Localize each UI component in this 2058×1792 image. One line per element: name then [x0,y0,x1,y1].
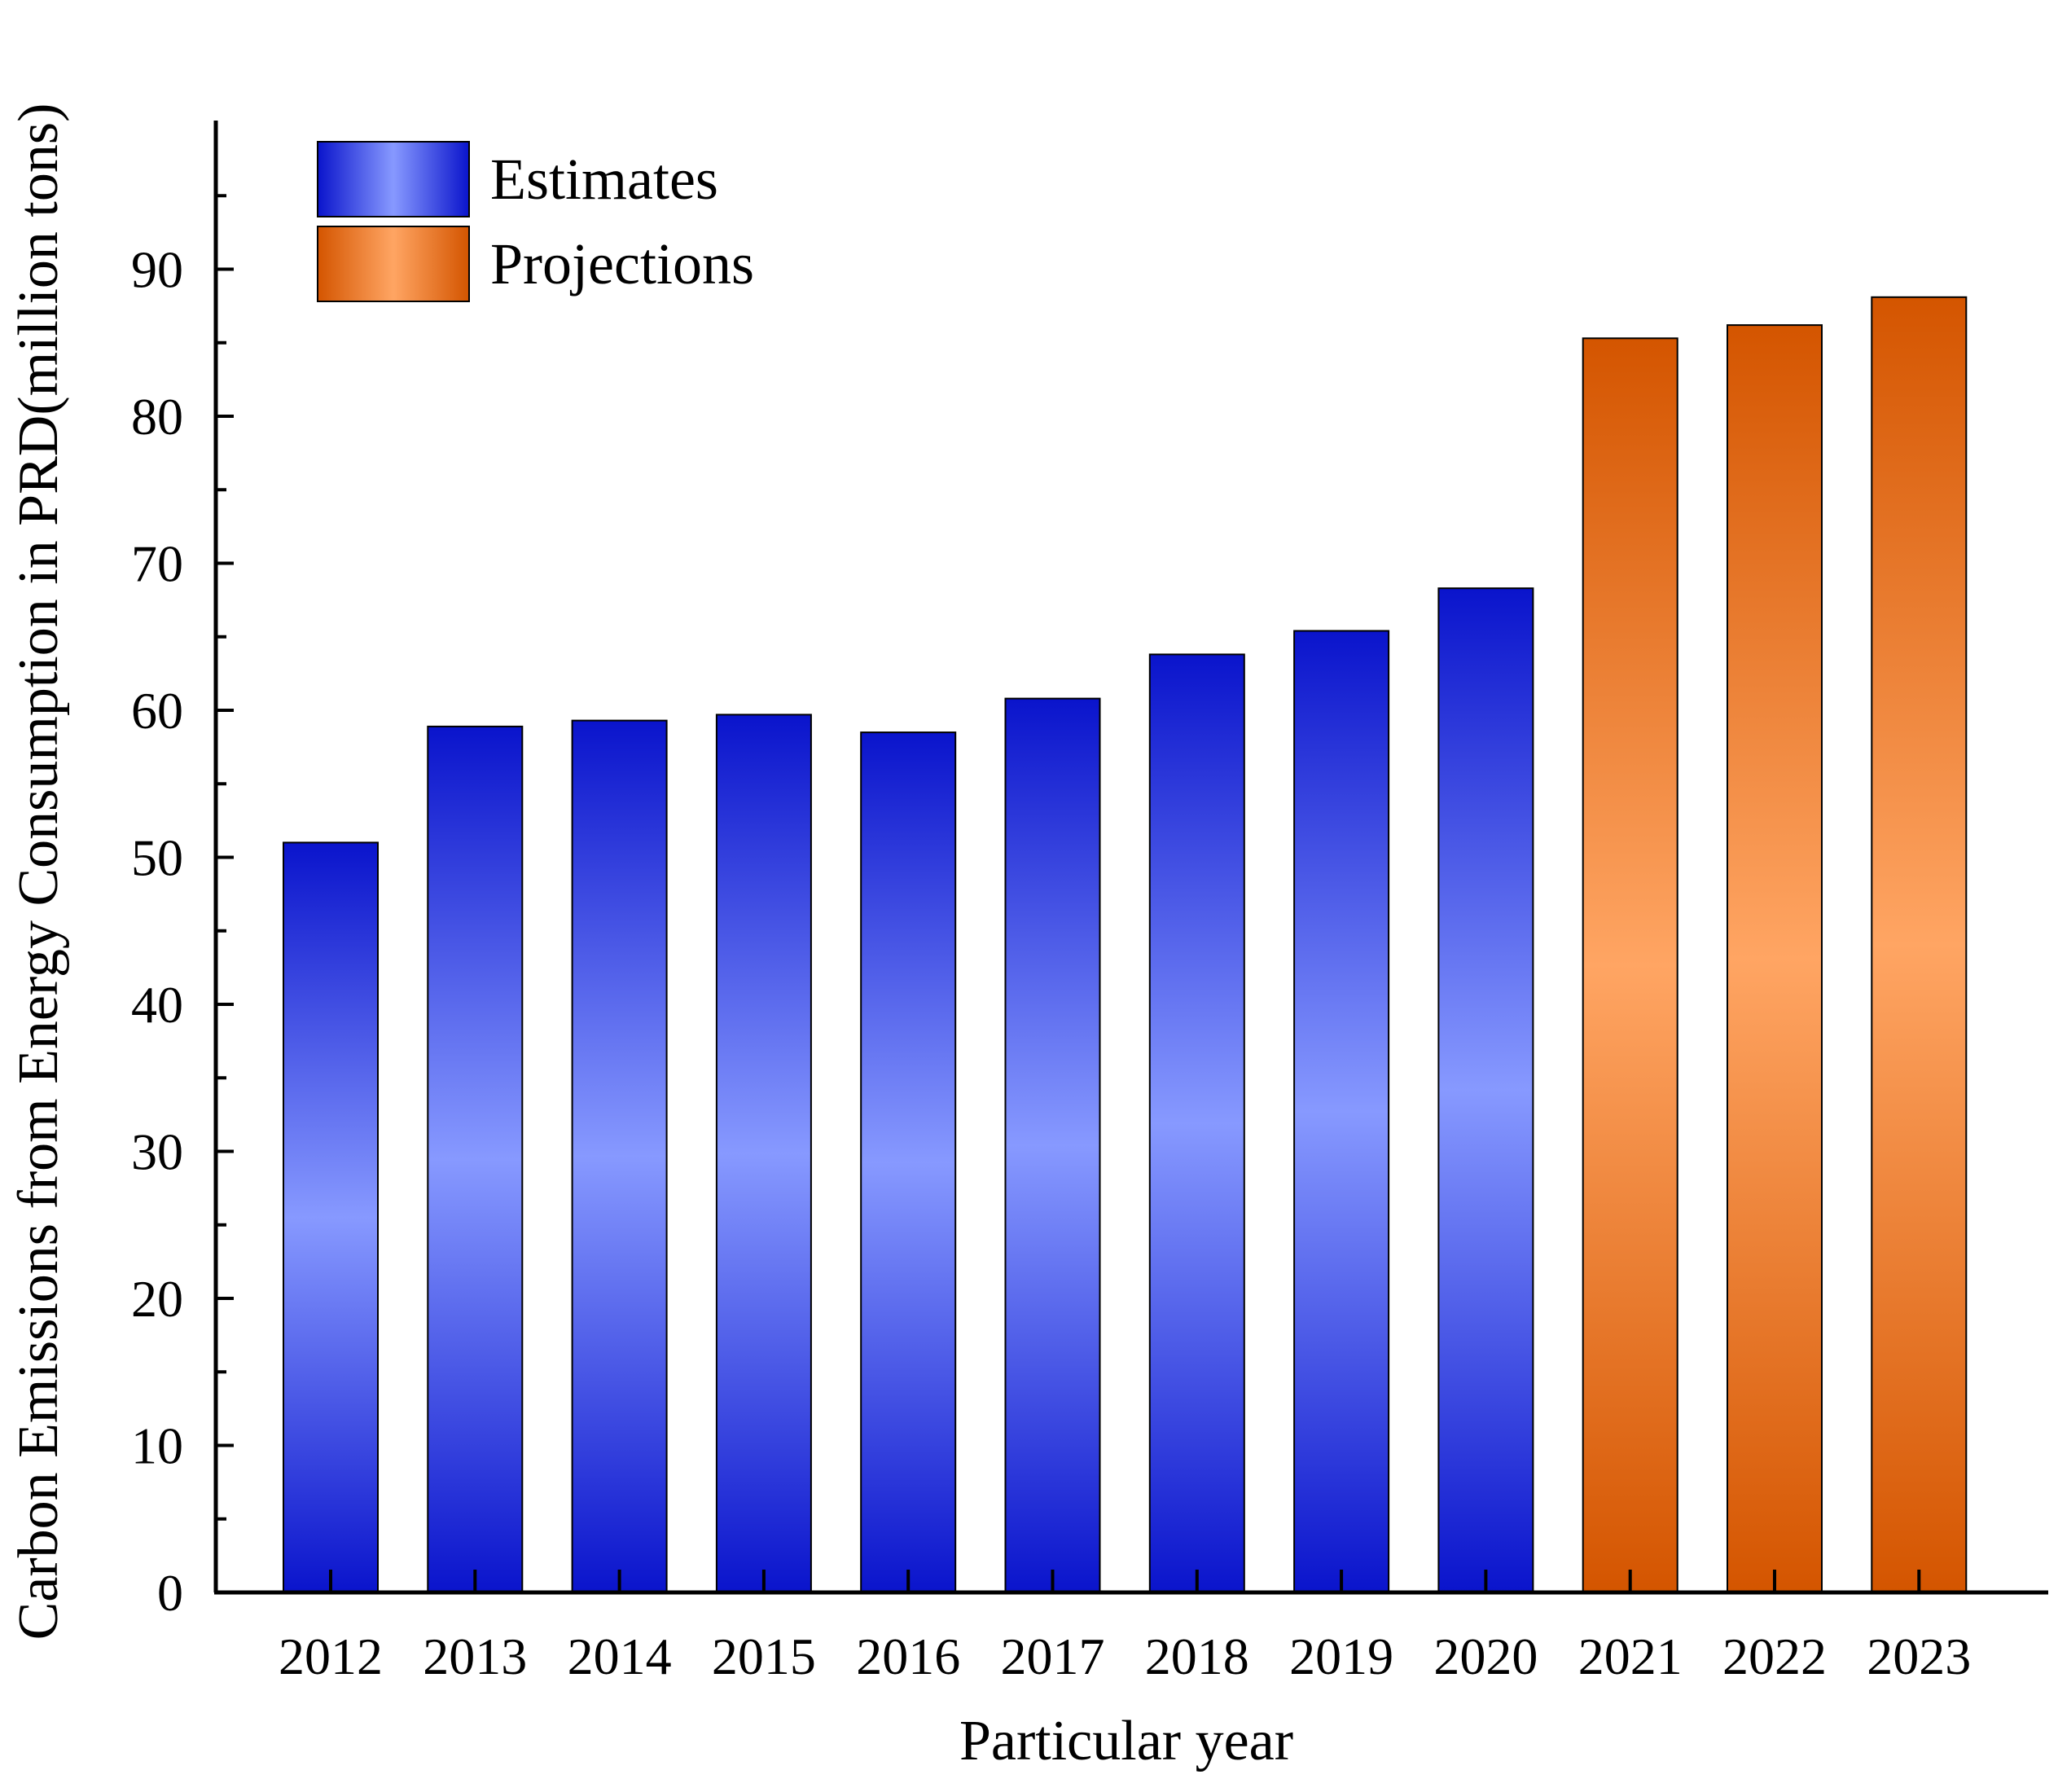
legend-label-projections: Projections [490,231,754,296]
bar-estimates-2012 [283,841,379,1593]
y-tick-label: 50 [131,829,183,887]
y-tick-label: 0 [157,1564,183,1622]
y-tick-label: 60 [131,682,183,740]
y-tick-label: 10 [131,1417,183,1475]
x-tick-label: 2023 [1867,1627,1971,1685]
bar-projections-2022 [1727,324,1823,1594]
x-tick-label: 2016 [856,1627,960,1685]
legend-swatch-estimates [317,141,470,217]
bars-layer [283,296,1968,1594]
y-tick-label: 80 [131,388,183,446]
bar-estimates-2019 [1293,630,1390,1593]
bar-estimates-2014 [571,719,668,1593]
x-tick-label: 2019 [1289,1627,1393,1685]
bar-projections-2023 [1871,296,1968,1593]
bar-estimates-2020 [1437,587,1534,1594]
legend-label-estimates: Estimates [490,147,718,212]
bar-estimates-2015 [715,714,812,1593]
x-tick-label: 2014 [568,1627,672,1685]
x-tick-label: 2021 [1578,1627,1683,1685]
legend-swatch-projections [317,226,470,302]
y-tick-label: 20 [131,1270,183,1328]
y-tick-label: 70 [131,535,183,593]
x-tick-label: 2018 [1145,1627,1249,1685]
x-tick-label: 2015 [712,1627,816,1685]
bar-estimates-2016 [860,731,957,1593]
bar-estimates-2017 [1004,697,1101,1593]
x-tick-label: 2012 [279,1627,383,1685]
x-tick-label: 2017 [1001,1627,1105,1685]
x-axis-title: Particular year [959,1710,1293,1772]
y-tick-label: 30 [131,1123,183,1181]
y-tick-label: 40 [131,976,183,1034]
y-axis-title: Carbon Emissions from Energy Consumption… [7,103,70,1640]
y-tick-label: 90 [131,241,183,299]
bar-estimates-2013 [427,725,524,1593]
x-tick-label: 2022 [1722,1627,1827,1685]
bar-projections-2021 [1582,337,1678,1593]
x-tick-label: 2013 [423,1627,527,1685]
axes-layer: 0 10 20 30 40 50 60 70 80 90 2012 2013 2014 2015 2016 2… [131,121,2048,1685]
x-tick-label: 2020 [1433,1627,1538,1685]
legend: Estimates Projections [317,141,754,302]
bar-estimates-2018 [1148,653,1245,1593]
